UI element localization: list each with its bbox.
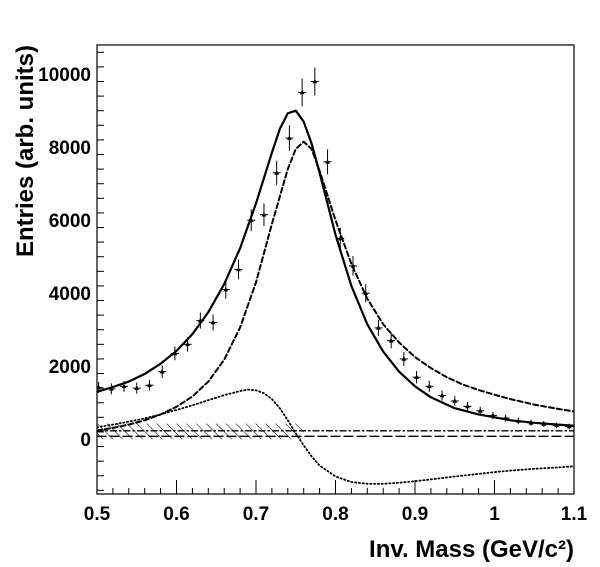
data-point [234, 259, 243, 280]
data-point [374, 319, 383, 336]
x-tick-label: 0.7 [243, 504, 269, 525]
series-line-dashed [97, 140, 574, 432]
data-point [107, 383, 116, 395]
data-point [259, 203, 268, 227]
x-tick-label: 0.5 [84, 504, 111, 525]
data-point [298, 78, 307, 107]
data-point [209, 314, 218, 331]
data-point [158, 365, 167, 378]
data-point [501, 414, 510, 422]
y-tick-label: 2000 [49, 357, 91, 378]
data-point [412, 370, 421, 384]
x-tick-label: 0.8 [322, 504, 348, 525]
data-point [145, 379, 154, 391]
data-point [552, 422, 561, 429]
data-point [323, 149, 332, 175]
data-point [361, 284, 370, 303]
data-point [476, 406, 485, 415]
data-point [348, 255, 357, 276]
data-point [527, 419, 536, 426]
data-point [272, 160, 281, 185]
data-point [450, 396, 459, 406]
y-tick-label: 0 [80, 430, 91, 451]
data-point [183, 337, 192, 352]
data-point [438, 390, 447, 401]
y-tick-label: 4000 [49, 284, 91, 305]
data-point [539, 420, 548, 427]
x-axis-title: Inv. Mass (GeV/c²) [369, 536, 574, 563]
data-point [285, 125, 294, 151]
y-tick-label: 6000 [49, 211, 91, 232]
data-point [387, 333, 396, 349]
data-point [463, 402, 472, 411]
x-tick-label: 1 [489, 504, 500, 525]
plot-area [97, 67, 574, 485]
data-point [170, 346, 179, 361]
data-point [514, 417, 523, 425]
data-point [132, 382, 141, 394]
data-point [399, 351, 408, 366]
series-line-dotted [97, 388, 574, 485]
y-tick-label: 10000 [38, 65, 91, 86]
y-tick-label: 8000 [49, 138, 91, 159]
x-tick-label: 0.9 [402, 504, 428, 525]
x-tick-label: 1.1 [561, 504, 588, 525]
data-point [565, 423, 574, 430]
data-point [336, 227, 345, 250]
data-point [488, 411, 497, 420]
x-tick-label: 0.6 [163, 504, 189, 525]
data-point [120, 380, 129, 392]
data-point [221, 280, 230, 299]
data-point [310, 67, 319, 96]
data-point [196, 312, 205, 329]
axes: 0.5 0.6 0.7 0.8 0.9 1 1.1 0 2000 4000 6000 8000 1000… [38, 51, 588, 525]
y-axis-title: Entries (arb. units) [12, 45, 39, 257]
data-point [425, 380, 434, 392]
data-point [247, 209, 256, 232]
series-line-solid [97, 109, 574, 427]
